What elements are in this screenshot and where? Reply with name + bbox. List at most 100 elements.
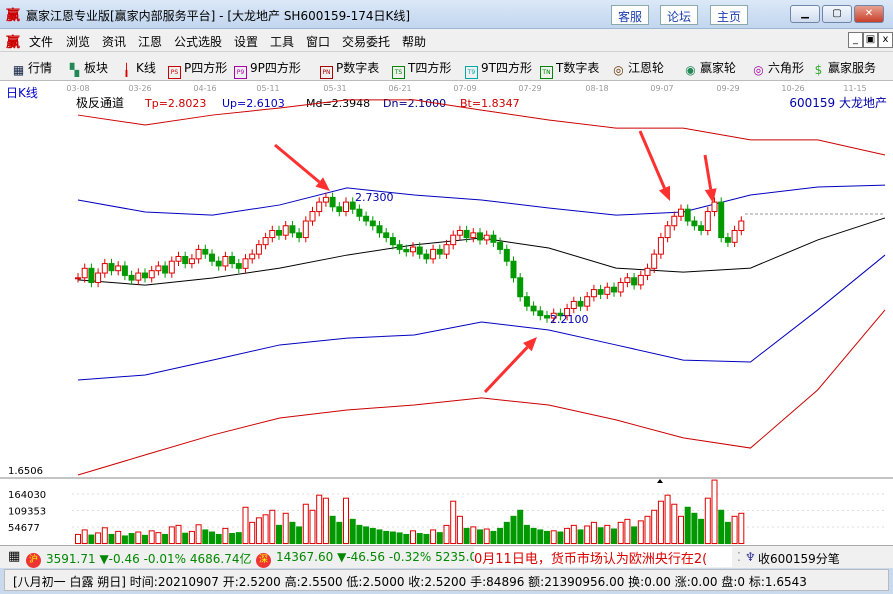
toolbar-label: 板块 xyxy=(84,61,109,75)
volume-bar xyxy=(651,509,658,544)
toolbar-blocks-icon-button[interactable]: ▚ 板块 xyxy=(68,59,108,78)
menu-settings[interactable]: 设置 xyxy=(234,35,259,49)
date-tick: 08-18 xyxy=(585,84,608,93)
toolbar-candlestick-icon-button[interactable]: ╽ K线 xyxy=(120,59,156,78)
sz-pct: -0.32% xyxy=(388,550,432,564)
maximize-button[interactable]: ▢ xyxy=(822,5,852,23)
toolbar-pn-button[interactable]: PN P数字表 xyxy=(320,59,379,79)
candle xyxy=(155,265,162,272)
menu-file[interactable]: 文件 xyxy=(29,35,54,49)
forum-link[interactable]: 论坛 xyxy=(660,5,699,25)
volume-bar xyxy=(570,524,577,545)
volume-bar xyxy=(108,533,115,545)
volume-bar xyxy=(128,533,135,544)
mdi-restore-button[interactable]: ▣ xyxy=(863,32,878,48)
candle xyxy=(175,255,182,262)
candle xyxy=(302,220,309,239)
volume-bar xyxy=(115,530,122,545)
candle xyxy=(101,263,108,274)
toolbar-tn-button[interactable]: TN T数字表 xyxy=(540,59,599,79)
candle xyxy=(142,272,148,279)
volume-bar xyxy=(517,509,524,544)
menu-trade[interactable]: 交易委托 xyxy=(342,35,391,49)
candle xyxy=(611,286,617,293)
volume-bar xyxy=(503,521,510,544)
customer-service-link[interactable]: 客服 xyxy=(611,5,650,25)
volume-bar xyxy=(316,494,323,544)
volume-axis-label: 109353 xyxy=(8,506,46,517)
kline-chart[interactable]: 日K线 03-08 03-26 04-16 05-11 05-31 06-21 07-09 07… xyxy=(0,81,893,545)
candle xyxy=(182,255,189,265)
volume-bar xyxy=(75,533,81,545)
ps-icon: PS xyxy=(168,66,181,79)
toolbar-t9-button[interactable]: T9 9T四方形 xyxy=(465,59,532,79)
arrow-head xyxy=(315,177,330,191)
news-ticker[interactable]: 0月11日电，货币市场认为欧洲央行在2( xyxy=(474,547,732,567)
volume-bar xyxy=(477,529,483,545)
candle xyxy=(711,201,718,213)
toolbar-p9-button[interactable]: P9 9P四方形 xyxy=(234,59,301,79)
grid-icon: ▦ xyxy=(12,63,25,77)
candle xyxy=(651,253,658,269)
volume-bar xyxy=(269,509,276,544)
toolbar-ts-button[interactable]: TS T四方形 xyxy=(392,59,451,79)
sz-index[interactable]: 14367.60 ▼-46.56 -0.32% 5235.04 xyxy=(276,550,485,564)
band-tp-line xyxy=(77,99,886,156)
volume-bar xyxy=(590,521,597,544)
volume-bar xyxy=(209,531,215,544)
homepage-link[interactable]: 主页 xyxy=(710,5,749,25)
menu-formula[interactable]: 公式选股 xyxy=(174,35,223,49)
minimize-button[interactable]: ▁ xyxy=(790,5,820,23)
pn-icon: PN xyxy=(320,66,333,79)
candle xyxy=(637,274,644,286)
app-logo: 赢 xyxy=(6,8,20,24)
toolbar-ps-button[interactable]: PS P四方形 xyxy=(168,59,227,79)
menu-tools[interactable]: 工具 xyxy=(270,35,295,49)
mdi-minimize-button[interactable]: _ xyxy=(848,32,863,48)
volume-bar xyxy=(215,533,222,545)
menu-gann[interactable]: 江恩 xyxy=(138,35,163,49)
menu-window[interactable]: 窗口 xyxy=(306,35,331,49)
date-tick: 09-07 xyxy=(650,84,673,93)
volume-bar xyxy=(671,503,678,544)
period-label: 日K线 xyxy=(6,86,38,100)
candle xyxy=(550,312,557,319)
volume-bar xyxy=(557,531,564,544)
candle xyxy=(215,260,222,267)
ticker-scroll[interactable]: ⁚ xyxy=(737,550,741,564)
candle xyxy=(537,310,544,317)
tick-data-link[interactable]: 收600159分笔 xyxy=(758,552,840,566)
volume-bar xyxy=(222,527,229,544)
menu-news[interactable]: 资讯 xyxy=(102,35,127,49)
volume-bar xyxy=(577,529,584,545)
calculator-icon[interactable]: ▦ xyxy=(8,549,21,564)
toolbar-hexagon-icon-button[interactable]: ◎ 六角形 xyxy=(752,59,804,78)
candle xyxy=(322,196,329,203)
toolbar-wheel-icon-button[interactable]: ◎ 江恩轮 xyxy=(612,59,664,78)
sh-index[interactable]: 3591.71 ▼-0.46 -0.01% 4686.74亿 xyxy=(46,550,251,567)
menu-browse[interactable]: 浏览 xyxy=(66,35,91,49)
volume-bar xyxy=(430,529,437,545)
volume-bar xyxy=(657,500,664,544)
toolbar-grid-icon-button[interactable]: ▦ 行情 xyxy=(12,59,52,78)
candle xyxy=(336,206,343,213)
close-button[interactable]: ✕ xyxy=(854,5,884,23)
chart-canvas[interactable]: 日K线 03-08 03-26 04-16 05-11 05-31 06-21 07-09 07… xyxy=(0,81,893,545)
sz-value: 14367.60 xyxy=(276,550,334,564)
volume-bar xyxy=(497,527,504,544)
volume-bar xyxy=(336,521,343,544)
toolbar-dollar-icon-button[interactable]: $ 赢家服务 xyxy=(812,59,876,78)
candle xyxy=(503,248,510,262)
candle xyxy=(631,277,638,286)
toolbar-big-wheel-icon-button[interactable]: ◉ 赢家轮 xyxy=(684,59,736,78)
volume-bar xyxy=(684,506,691,545)
indicator-name: 极反通道 xyxy=(76,96,124,110)
candle xyxy=(356,208,363,217)
menu-help[interactable]: 帮助 xyxy=(402,35,427,49)
candle xyxy=(590,289,597,298)
candle xyxy=(570,300,577,310)
volume-bar xyxy=(142,534,148,545)
mdi-close-button[interactable]: x xyxy=(878,32,893,48)
t9-icon: T9 xyxy=(465,66,478,79)
candle xyxy=(490,234,497,243)
